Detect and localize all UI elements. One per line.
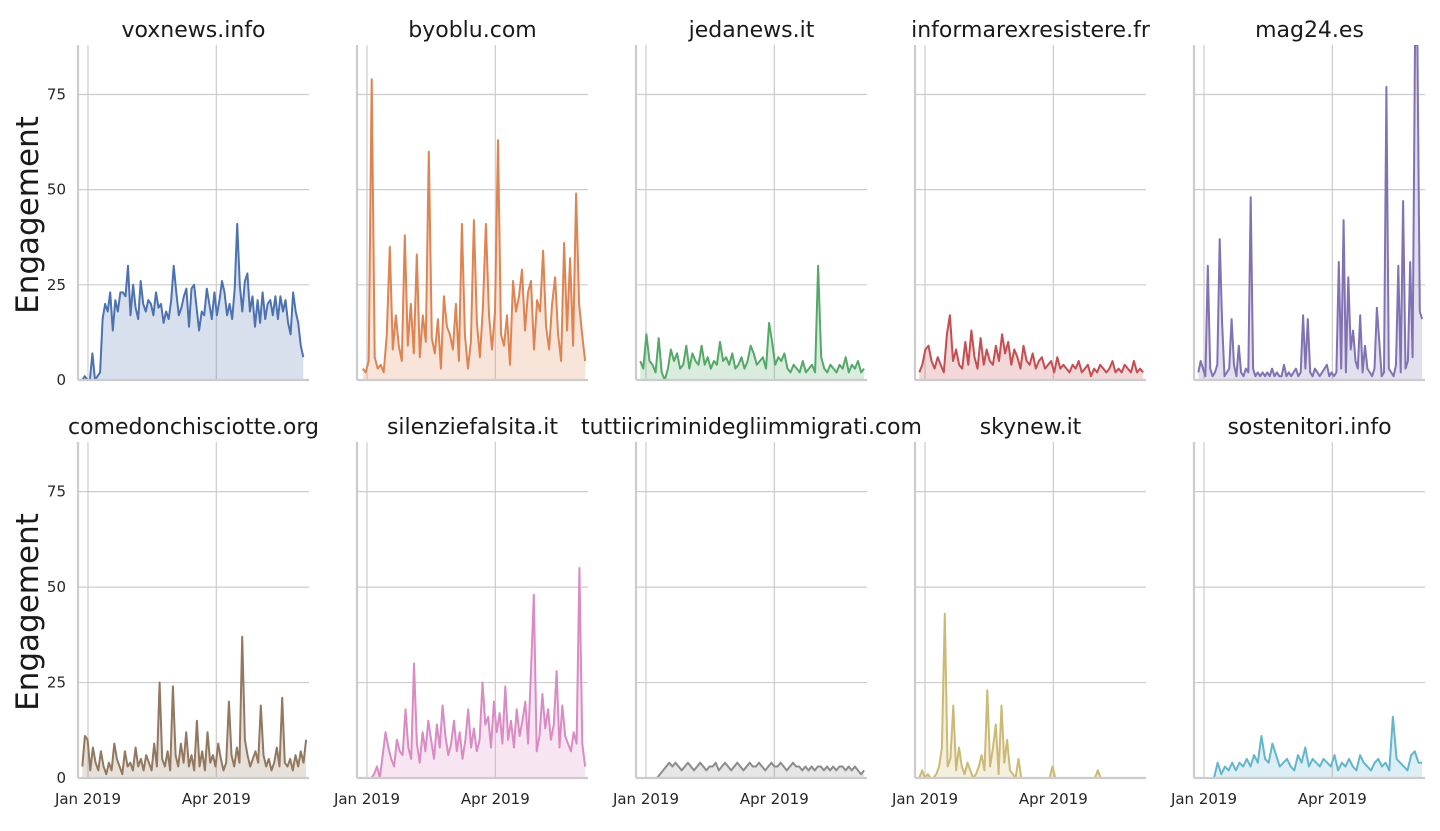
panel-10: Jan 2019 Apr 2019 sostenitori.info — [1170, 415, 1425, 808]
panel-4: informarexresistere.fr — [911, 18, 1151, 382]
panel-title: sostenitori.info — [1227, 415, 1391, 440]
panel-title: byoblu.com — [408, 18, 536, 43]
panel-title: silenziefalsita.it — [387, 415, 558, 440]
panel-2: byoblu.com — [355, 18, 588, 382]
panel-6: 0 25 50 75 Jan 2019 Apr 2019 comedonchisciotte… — [47, 415, 319, 808]
series-line — [81, 222, 305, 380]
series-line — [918, 314, 1144, 378]
x-tick-label: Jan 2019 — [891, 790, 958, 808]
y-tick-label: 50 — [47, 181, 66, 199]
series-line — [1197, 45, 1424, 378]
x-tick-label: Jan 2019 — [1170, 790, 1237, 808]
panels: 0 25 50 75 voxnews.info byoblu.com jedanews.it… — [47, 18, 1425, 808]
y-axis-label-row-1: Engagement — [10, 116, 46, 314]
x-tick-label: Apr 2019 — [461, 790, 530, 808]
panel-9: Jan 2019 Apr 2019 skynew.it — [891, 415, 1146, 808]
y-axis-label-row-2: Engagement — [10, 513, 46, 711]
panel-title: jedanews.it — [688, 18, 815, 43]
series-line — [365, 567, 587, 778]
x-tick-label: Jan 2019 — [612, 790, 679, 808]
x-tick-label: Apr 2019 — [1019, 790, 1088, 808]
y-tick-label: 75 — [47, 483, 66, 501]
panel-5: mag24.es — [1192, 18, 1425, 382]
y-tick-label: 25 — [47, 276, 66, 294]
series-line — [361, 78, 587, 374]
panel-8: Jan 2019 Apr 2019 tuttiicriminidegliimmigr… — [581, 415, 922, 808]
panel-title: comedonchisciotte.org — [68, 415, 319, 440]
series-area — [644, 762, 865, 778]
y-tick-label: 50 — [47, 578, 66, 596]
panel-title: informarexresistere.fr — [911, 18, 1151, 43]
series-line — [918, 612, 1144, 778]
x-tick-label: Apr 2019 — [740, 790, 809, 808]
series-area — [919, 613, 1144, 778]
y-tick-label: 75 — [47, 85, 66, 103]
x-tick-label: Jan 2019 — [54, 790, 121, 808]
panel-3: jedanews.it — [634, 18, 867, 382]
panel-1: 0 25 50 75 voxnews.info — [47, 18, 309, 389]
x-tick-label: Apr 2019 — [182, 790, 251, 808]
y-tick-label: 0 — [56, 769, 66, 787]
series-line — [639, 264, 865, 380]
panel-title: voxnews.info — [121, 18, 265, 43]
series-line — [1213, 715, 1423, 778]
series-area — [640, 265, 865, 380]
panel-title: skynew.it — [980, 415, 1082, 440]
series-line — [644, 761, 865, 778]
series-line — [81, 635, 308, 776]
x-tick-label: Apr 2019 — [1298, 790, 1367, 808]
series-area — [1214, 716, 1423, 778]
x-tick-label: Jan 2019 — [333, 790, 400, 808]
panel-title: mag24.es — [1255, 18, 1364, 43]
series-area — [82, 223, 304, 380]
panel-title: tuttiicriminidegliimmigrati.com — [581, 415, 922, 440]
panel-7: Jan 2019 Apr 2019 silenziefalsita.it — [333, 415, 588, 808]
y-tick-label: 25 — [47, 674, 66, 692]
series-area — [82, 636, 307, 778]
series-area — [365, 568, 586, 778]
y-tick-label: 0 — [56, 371, 66, 389]
